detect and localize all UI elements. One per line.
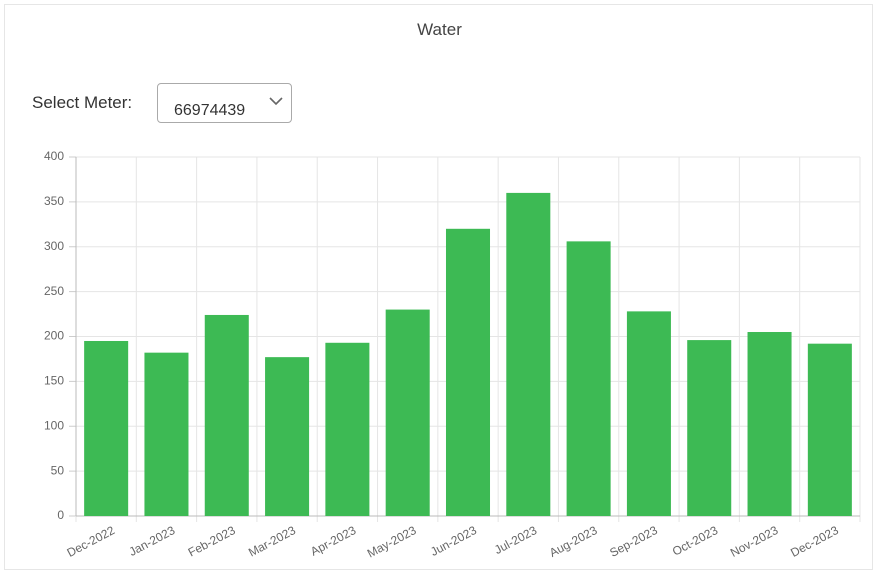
bar (807, 343, 852, 516)
x-tick-label: Apr-2023 (308, 523, 358, 559)
bar (204, 314, 249, 516)
x-tick-label: Sep-2023 (607, 523, 660, 560)
bar (445, 228, 491, 517)
bar (325, 342, 370, 516)
x-tick-label: May-2023 (365, 523, 419, 561)
select-value: 66974439 (174, 102, 246, 119)
bar (265, 357, 310, 516)
y-tick-label: 400 (44, 149, 64, 163)
chart-title: Water (417, 20, 462, 39)
x-tick-label: Jan-2023 (127, 523, 178, 559)
bar (566, 241, 611, 517)
x-tick-label: Oct-2023 (670, 523, 720, 559)
chevron (269, 97, 283, 106)
bar (385, 309, 430, 516)
x-tick-label: Jul-2023 (492, 523, 540, 557)
y-tick-label: 200 (44, 329, 64, 343)
bar (687, 340, 732, 516)
y-tick-label: 350 (44, 194, 64, 208)
bar (144, 352, 189, 516)
y-tick-label: 50 (51, 463, 65, 477)
x-tick-label: Mar-2023 (246, 523, 298, 560)
y-tick-label: 100 (44, 418, 64, 432)
y-tick-label: 150 (44, 374, 64, 388)
x-tick-label: Jun-2023 (428, 523, 479, 559)
x-tick-label: Dec-2022 (65, 523, 118, 560)
bar (626, 311, 671, 516)
x-tick-label: Aug-2023 (547, 523, 600, 560)
y-tick-label: 250 (44, 284, 64, 298)
bar (84, 340, 129, 516)
x-tick-label: Feb-2023 (186, 523, 238, 560)
meter-select[interactable]: 66974439 (157, 83, 292, 123)
bar (747, 332, 792, 516)
x-tick-label: Dec-2023 (788, 523, 841, 560)
bar (506, 192, 551, 516)
panel (4, 4, 873, 570)
x-tick-label: Nov-2023 (728, 523, 781, 560)
select-label: Select Meter: (32, 93, 133, 112)
y-tick-label: 300 (44, 239, 64, 253)
y-tick-label: 0 (57, 508, 64, 522)
